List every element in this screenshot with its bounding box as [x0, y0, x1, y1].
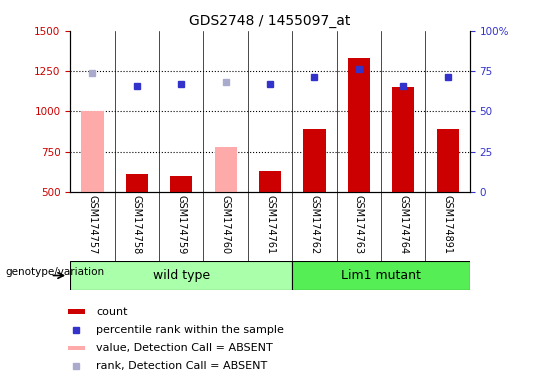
Bar	[392, 87, 414, 192]
Bar	[170, 176, 192, 192]
Bar	[292, 261, 470, 290]
Text: GSM174758: GSM174758	[132, 195, 142, 255]
Bar	[82, 111, 104, 192]
Text: count: count	[96, 307, 128, 317]
Bar	[68, 310, 85, 314]
Bar	[348, 58, 370, 192]
Bar	[126, 174, 148, 192]
Text: Lim1 mutant: Lim1 mutant	[341, 269, 421, 282]
Bar	[70, 261, 292, 290]
Bar	[259, 171, 281, 192]
Bar	[68, 346, 85, 350]
Text: GSM174764: GSM174764	[398, 195, 408, 255]
Bar	[214, 147, 237, 192]
Text: genotype/variation: genotype/variation	[5, 266, 105, 277]
Text: wild type: wild type	[153, 269, 210, 282]
Title: GDS2748 / 1455097_at: GDS2748 / 1455097_at	[190, 14, 350, 28]
Text: GSM174762: GSM174762	[309, 195, 319, 255]
Text: GSM174757: GSM174757	[87, 195, 97, 255]
Bar	[303, 129, 326, 192]
Text: rank, Detection Call = ABSENT: rank, Detection Call = ABSENT	[96, 361, 268, 371]
Text: GSM174891: GSM174891	[443, 195, 453, 255]
Bar	[436, 129, 458, 192]
Text: GSM174759: GSM174759	[176, 195, 186, 255]
Text: value, Detection Call = ABSENT: value, Detection Call = ABSENT	[96, 343, 273, 353]
Text: GSM174761: GSM174761	[265, 195, 275, 255]
Text: GSM174763: GSM174763	[354, 195, 364, 255]
Text: percentile rank within the sample: percentile rank within the sample	[96, 325, 284, 335]
Text: GSM174760: GSM174760	[221, 195, 231, 255]
